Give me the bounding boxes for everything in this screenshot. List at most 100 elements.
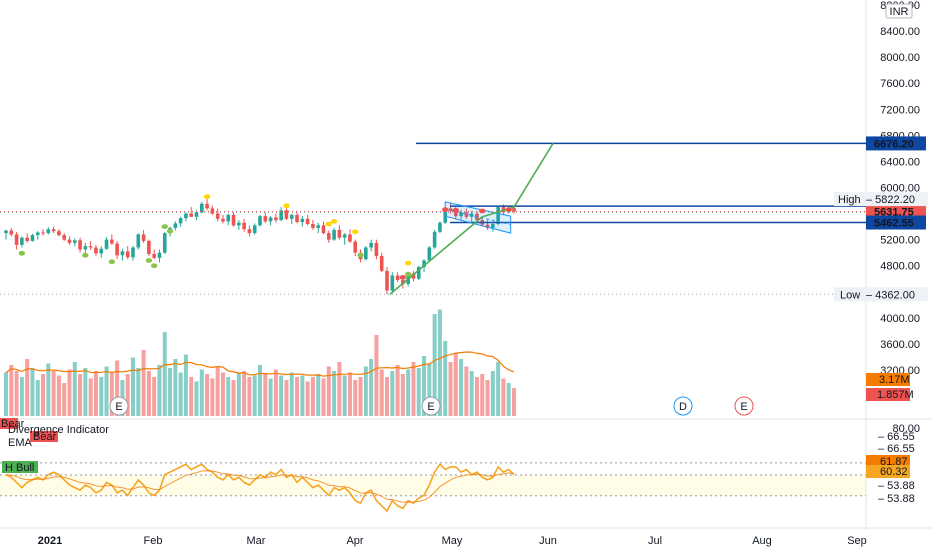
candle-body[interactable] [464, 212, 469, 217]
candle-body[interactable] [422, 260, 426, 268]
candle-body[interactable] [25, 237, 29, 241]
candle-body[interactable] [374, 242, 379, 256]
candle-body[interactable] [401, 280, 405, 284]
candle-body[interactable] [9, 230, 14, 235]
candle-body[interactable] [242, 222, 246, 230]
candle-body[interactable] [194, 212, 199, 217]
currency-box[interactable] [885, 3, 913, 19]
candle-body[interactable] [416, 267, 421, 279]
event-earnings-marker[interactable] [734, 396, 754, 416]
candle-body[interactable] [348, 234, 352, 242]
candle-body[interactable] [125, 251, 130, 258]
candle-body[interactable] [305, 218, 310, 224]
candle-body[interactable] [94, 247, 98, 254]
candle-body[interactable] [147, 240, 151, 254]
candle-body[interactable] [364, 247, 368, 260]
candle-body[interactable] [110, 239, 114, 244]
candle-body[interactable] [189, 213, 194, 217]
candle-body[interactable] [459, 212, 463, 217]
candle-body[interactable] [512, 207, 516, 212]
candle-body[interactable] [284, 210, 289, 219]
candle-body[interactable] [226, 214, 231, 222]
volume-bar [252, 375, 257, 416]
candle-body[interactable] [205, 203, 209, 209]
candle-body[interactable] [4, 230, 8, 234]
candle-body[interactable] [385, 270, 389, 291]
projection-line[interactable] [389, 143, 554, 295]
candle-body[interactable] [231, 214, 236, 226]
candle-body[interactable] [72, 240, 77, 243]
candle-body[interactable] [353, 241, 358, 253]
candle-body[interactable] [215, 213, 220, 219]
candle-body[interactable] [157, 252, 162, 258]
candle-body[interactable] [83, 246, 88, 250]
candle-body[interactable] [279, 210, 283, 221]
candle-body[interactable] [453, 210, 458, 217]
candle-body[interactable] [252, 225, 257, 234]
candle-body[interactable] [411, 273, 416, 279]
candle-body[interactable] [51, 229, 56, 232]
candle-body[interactable] [46, 229, 51, 234]
event-dividend-marker[interactable] [673, 396, 693, 416]
candle-body[interactable] [311, 224, 315, 228]
candle-body[interactable] [326, 233, 331, 240]
candle-body[interactable] [289, 214, 294, 219]
candle-body[interactable] [173, 223, 178, 228]
candle-body[interactable] [30, 235, 35, 241]
candle-body[interactable] [268, 217, 273, 222]
candle-body[interactable] [316, 225, 321, 228]
candle-body[interactable] [41, 232, 45, 234]
candle-body[interactable] [120, 251, 125, 256]
candle-body[interactable] [67, 239, 72, 243]
candle-body[interactable] [35, 232, 40, 236]
candle-body[interactable] [199, 203, 204, 213]
candle-body[interactable] [258, 216, 262, 226]
candle-body[interactable] [432, 231, 437, 248]
candle-body[interactable] [469, 213, 474, 217]
candle-body[interactable] [369, 242, 373, 248]
candle-body[interactable] [427, 247, 432, 261]
candle-body[interactable] [210, 208, 215, 214]
candle-body[interactable] [104, 239, 109, 249]
candle-body[interactable] [136, 234, 141, 248]
candle-body[interactable] [247, 229, 252, 234]
candle-body[interactable] [88, 246, 93, 248]
volume-bar [30, 368, 35, 416]
candle-body[interactable] [274, 217, 278, 221]
candle-body[interactable] [62, 235, 67, 240]
volume-bar [62, 383, 67, 416]
candle-body[interactable] [141, 234, 146, 241]
candle-body[interactable] [379, 255, 384, 271]
candle-body[interactable] [342, 234, 347, 238]
candle-body[interactable] [337, 229, 342, 238]
candle-body[interactable] [321, 225, 326, 234]
candle-body[interactable] [332, 229, 336, 240]
candle-body[interactable] [395, 275, 400, 281]
volume-bar [448, 362, 453, 416]
candle-body[interactable] [496, 207, 500, 224]
candle-body[interactable] [20, 237, 24, 245]
candle-body[interactable] [263, 216, 268, 222]
candle-body[interactable] [448, 208, 453, 211]
candle-body[interactable] [131, 247, 135, 258]
candle-body[interactable] [152, 253, 156, 258]
candle-body[interactable] [438, 222, 442, 232]
candle-body[interactable] [115, 243, 119, 256]
candle-body[interactable] [162, 233, 167, 253]
candle-body[interactable] [78, 240, 82, 250]
candle-body[interactable] [237, 222, 241, 226]
candle-body[interactable] [221, 218, 225, 222]
candle-body[interactable] [14, 234, 19, 245]
candle-body[interactable] [295, 214, 299, 223]
candle-body[interactable] [178, 218, 183, 224]
candle-body[interactable] [300, 218, 305, 223]
event-earnings-marker[interactable] [109, 396, 129, 416]
candle-body[interactable] [390, 275, 395, 291]
candle-body[interactable] [99, 248, 104, 254]
candle-body[interactable] [491, 224, 495, 228]
candle-body[interactable] [184, 213, 188, 219]
event-earnings-marker[interactable] [421, 396, 441, 416]
candle-body[interactable] [485, 224, 490, 228]
candle-body[interactable] [57, 231, 61, 236]
